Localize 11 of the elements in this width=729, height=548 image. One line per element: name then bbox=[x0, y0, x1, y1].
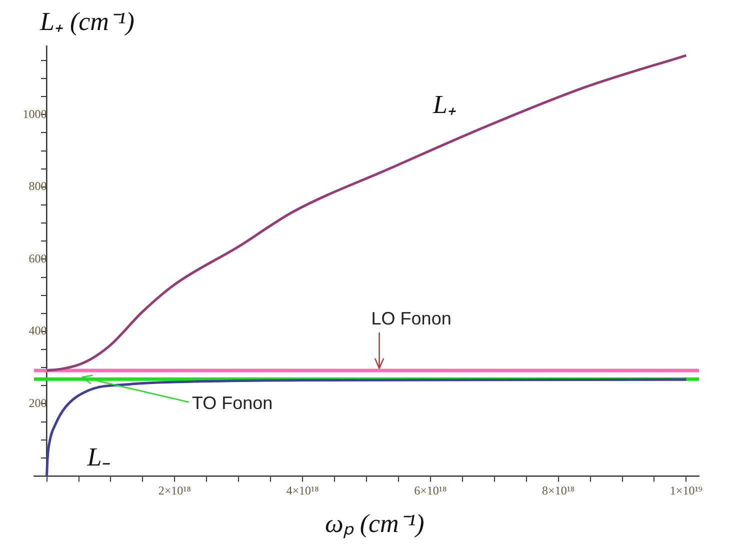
x-tick-label: 4×10¹⁸ bbox=[286, 483, 319, 498]
x-tick-label: 1×10¹⁹ bbox=[670, 483, 702, 498]
x-tick-label: 2×10¹⁸ bbox=[158, 483, 191, 498]
x-axis-title: ωₚ (cm⁻¹) bbox=[325, 508, 424, 540]
x-tick-label: 8×10¹⁸ bbox=[542, 483, 575, 498]
x-tick-label: 6×10¹⁸ bbox=[414, 483, 447, 498]
y-axis-title: L₊ (cm⁻¹) bbox=[40, 6, 134, 38]
series-label: L₋ bbox=[86, 442, 111, 472]
annotation: TO Fonon bbox=[192, 393, 273, 414]
series-label: L₊ bbox=[432, 90, 456, 119]
annotation: LO Fonon bbox=[371, 308, 452, 328]
